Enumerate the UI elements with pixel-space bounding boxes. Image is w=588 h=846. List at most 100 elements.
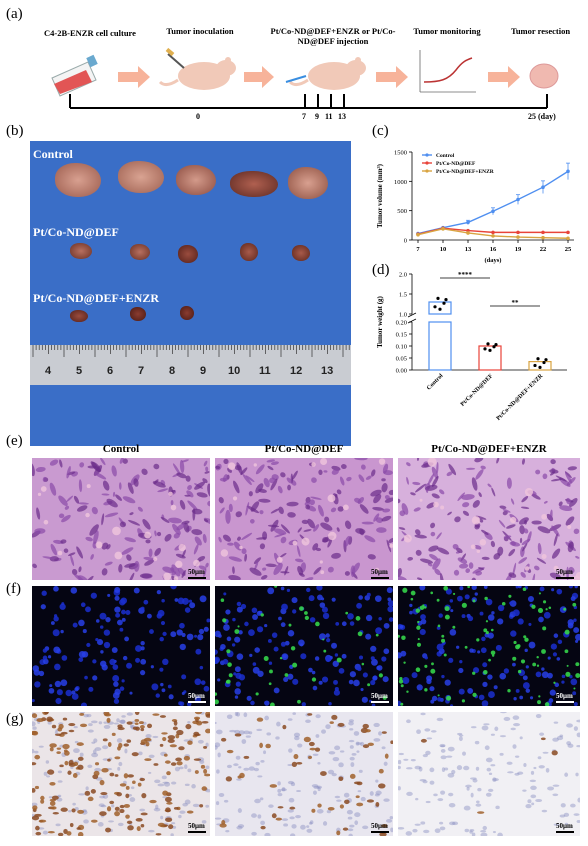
nucleus — [266, 732, 272, 736]
nucleus — [542, 751, 549, 754]
stained-nucleus — [362, 744, 370, 749]
stained-nucleus — [307, 713, 313, 716]
dapi-nucleus — [150, 665, 154, 669]
nucleus — [300, 824, 306, 830]
nucleus — [423, 829, 430, 834]
dapi-nucleus — [419, 586, 426, 591]
nucleus — [514, 772, 520, 776]
nucleus — [312, 753, 319, 756]
nucleus — [406, 719, 411, 724]
tunel-signal — [536, 664, 540, 667]
nucleus — [420, 821, 426, 825]
dapi-nucleus — [254, 647, 260, 653]
dapi-nucleus — [235, 681, 241, 687]
nucleus — [521, 495, 529, 503]
nucleus — [129, 724, 134, 728]
dapi-nucleus — [267, 639, 272, 643]
stained-nucleus — [162, 736, 167, 742]
dapi-nucleus — [267, 587, 275, 595]
nucleus — [327, 538, 333, 548]
nucleus — [215, 745, 218, 750]
nucleus — [124, 563, 136, 568]
nucleus — [576, 819, 580, 823]
cell-gap — [86, 484, 91, 489]
nucleus — [295, 815, 301, 819]
tunel-signal — [522, 587, 527, 591]
nucleus — [531, 520, 542, 525]
tunel-signal — [424, 688, 428, 692]
nucleus — [181, 459, 189, 463]
nucleus — [553, 823, 560, 826]
x-tick-label: 19 — [515, 246, 522, 253]
nucleus — [378, 731, 382, 736]
nucleus — [414, 823, 421, 826]
stained-nucleus — [32, 788, 36, 793]
dapi-nucleus — [122, 655, 128, 661]
dapi-nucleus — [318, 633, 326, 641]
nucleus — [331, 465, 341, 471]
nucleus — [553, 533, 558, 547]
tunel-signal — [304, 615, 309, 621]
nucleus — [234, 712, 239, 717]
tumor-ptco-enzr-1 — [70, 310, 88, 322]
tissue-texture — [215, 712, 393, 836]
nucleus — [118, 564, 123, 573]
nucleus — [152, 481, 166, 488]
nucleus — [440, 755, 447, 760]
nucleus — [349, 745, 354, 749]
stained-nucleus — [271, 813, 277, 819]
dapi-nucleus — [223, 592, 227, 596]
nucleus — [184, 799, 191, 805]
nucleus — [281, 818, 289, 821]
dapi-nucleus — [519, 695, 524, 700]
x-tick-label: Pt/Co-ND@DEF+ENZR — [496, 373, 545, 422]
dapi-nucleus — [378, 617, 382, 621]
nucleus — [323, 470, 328, 473]
nucleus — [356, 742, 362, 745]
scale-bar-label: 50μm — [188, 692, 205, 700]
stained-nucleus — [99, 779, 105, 786]
nucleus — [215, 817, 222, 820]
stained-nucleus — [187, 740, 193, 745]
cell-gap — [253, 463, 257, 467]
nucleus — [398, 568, 402, 577]
nucleus — [297, 743, 303, 748]
tunel-signal — [437, 624, 441, 628]
stained-nucleus — [327, 806, 335, 811]
tunel-signal — [520, 659, 526, 664]
tunel-signal — [537, 700, 542, 705]
dapi-nucleus — [100, 650, 104, 654]
stained-nucleus — [32, 805, 38, 811]
tumor-control-5 — [288, 167, 328, 199]
nucleus — [495, 805, 500, 810]
dapi-nucleus — [570, 678, 578, 686]
nucleus — [176, 472, 187, 479]
stained-nucleus — [243, 755, 250, 759]
nucleus — [567, 541, 574, 553]
series-line — [417, 170, 569, 235]
nucleus — [315, 547, 322, 552]
nucleus — [469, 829, 475, 832]
tunel-signal — [523, 635, 527, 639]
stained-nucleus — [109, 800, 115, 805]
nucleus — [161, 775, 167, 780]
nucleus — [478, 567, 485, 570]
nucleus — [102, 480, 110, 491]
dapi-nucleus — [140, 606, 145, 611]
y-tick-label: 2.0 — [399, 272, 407, 279]
nucleus — [552, 784, 560, 787]
nucleus — [502, 509, 511, 513]
nucleus — [531, 802, 535, 806]
nucleus — [490, 540, 496, 548]
x-tick-label: 7 — [416, 246, 420, 253]
tumor-ptco-2 — [130, 244, 150, 260]
dapi-nucleus — [71, 693, 79, 700]
nucleus — [388, 537, 393, 543]
stained-nucleus — [234, 733, 242, 737]
nucleus — [360, 796, 366, 802]
nucleus — [141, 468, 148, 475]
dapi-nucleus — [529, 696, 534, 700]
dapi-nucleus — [525, 665, 529, 669]
dapi-nucleus — [473, 667, 480, 674]
